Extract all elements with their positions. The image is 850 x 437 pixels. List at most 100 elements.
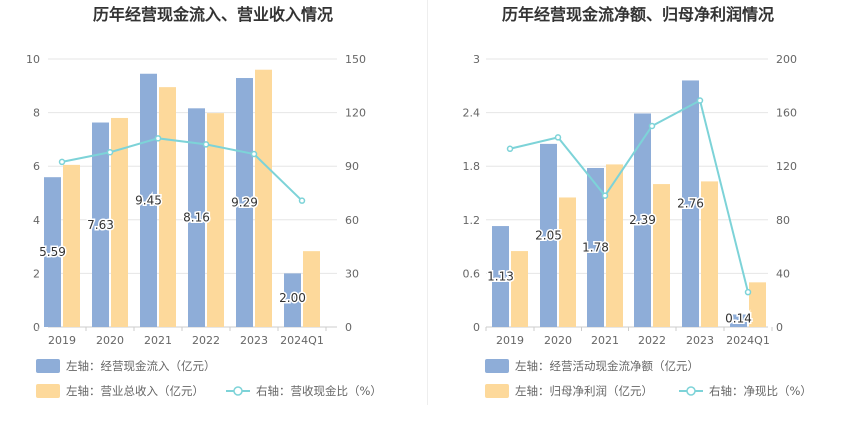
right-axis-tick-label: 0 xyxy=(776,321,783,334)
bar-series-1 xyxy=(284,273,301,327)
x-axis-category-label: 2023 xyxy=(686,334,714,347)
data-label: 5.59 xyxy=(39,245,66,259)
left-axis-tick-label: 8 xyxy=(33,107,40,120)
legend-bar-symbol xyxy=(36,384,60,398)
data-label: 8.16 xyxy=(183,211,210,225)
left-axis-tick-label: 10 xyxy=(26,53,40,66)
legend-label: 左轴：经营活动现金流净额（亿元） xyxy=(515,359,699,373)
bar-series-1 xyxy=(634,113,651,327)
line-point xyxy=(744,288,752,296)
x-axis-category-label: 2024Q1 xyxy=(280,334,324,347)
left-axis-tick-label: 0.6 xyxy=(463,267,481,280)
bar-series-1 xyxy=(236,78,253,327)
line-series-3 xyxy=(61,137,303,202)
bar-series-1 xyxy=(730,314,747,327)
data-label: 0.14 xyxy=(725,312,752,326)
line-point xyxy=(506,145,514,153)
bar-series-1 xyxy=(140,73,157,328)
bar-series-2 xyxy=(159,87,176,327)
bar-series-1 xyxy=(188,108,205,327)
x-axis-category-label: 2022 xyxy=(192,334,220,347)
legend-label: 右轴：净现比（%） xyxy=(709,384,812,398)
line-point xyxy=(648,122,656,130)
bar-series-1 xyxy=(492,226,509,327)
right-axis-tick-label: 160 xyxy=(776,107,797,120)
bar-series-2 xyxy=(63,164,80,327)
legend-label: 左轴：归母净利润（亿元） xyxy=(515,384,653,398)
line-point xyxy=(554,134,562,141)
x-axis-category-label: 2022 xyxy=(638,334,666,347)
right-axis-tick-label: 120 xyxy=(776,160,797,173)
data-label: 1.13 xyxy=(487,270,514,284)
line-point xyxy=(154,135,162,142)
right-axis-tick-label: 120 xyxy=(345,107,366,120)
line-point xyxy=(106,149,114,156)
right-axis-tick-label: 30 xyxy=(345,267,359,280)
bar-series-2 xyxy=(749,282,766,327)
x-axis-category-label: 2020 xyxy=(96,334,124,347)
data-label: 1.78 xyxy=(582,240,609,254)
right-axis-tick-label: 90 xyxy=(345,160,359,173)
x-axis-category-label: 2024Q1 xyxy=(726,334,770,347)
line-point xyxy=(202,141,210,148)
data-label: 2.39 xyxy=(629,213,656,227)
data-label: 2.00 xyxy=(279,291,306,305)
line-point xyxy=(58,158,66,166)
bar-series-1 xyxy=(587,167,604,327)
left-axis-tick-label: 1.8 xyxy=(463,160,481,173)
line-series-3 xyxy=(509,99,749,293)
x-axis-category-label: 2019 xyxy=(48,334,76,347)
legend-line-marker xyxy=(233,386,243,396)
left-axis-tick-label: 6 xyxy=(33,160,40,173)
bar-series-2 xyxy=(653,184,670,327)
x-axis-category-label: 2023 xyxy=(240,334,268,347)
bar-series-2 xyxy=(303,251,320,327)
legend-label: 左轴：营业总收入（亿元） xyxy=(66,384,204,398)
panel-divider xyxy=(427,0,428,405)
right-axis-tick-label: 150 xyxy=(345,53,366,66)
right-axis-tick-label: 40 xyxy=(776,267,790,280)
data-label: 2.76 xyxy=(677,197,704,211)
line-point xyxy=(250,150,258,158)
bar-series-1 xyxy=(44,177,61,327)
bar-series-2 xyxy=(111,117,128,328)
left-axis-tick-label: 0 xyxy=(33,321,40,334)
right-axis-tick-label: 60 xyxy=(345,214,359,227)
left-axis-tick-label: 0 xyxy=(473,321,480,334)
legend-label: 右轴：营收现金比（%） xyxy=(256,384,382,398)
bar-series-1 xyxy=(540,143,557,327)
left-axis-tick-label: 3 xyxy=(473,53,480,66)
x-axis-category-label: 2019 xyxy=(496,334,524,347)
bar-series-2 xyxy=(255,69,272,327)
right-axis-tick-label: 0 xyxy=(345,321,352,334)
chart-left-title: 历年经营现金流入、营业收入情况 xyxy=(93,5,333,24)
chart-left: 历年经营现金流入、营业收入情况 0 2 4 6 8 10 0 30 60 90 120 150 2019… xyxy=(26,5,382,398)
line-point xyxy=(696,97,704,104)
data-label: 7.63 xyxy=(87,218,114,232)
line-point xyxy=(298,197,306,204)
bar-series-1 xyxy=(92,122,109,328)
data-label: 9.29 xyxy=(231,196,258,210)
left-axis-tick-label: 4 xyxy=(33,214,40,227)
left-axis-tick-label: 2.4 xyxy=(463,107,481,120)
bar-series-2 xyxy=(701,181,718,327)
line-point xyxy=(601,192,609,199)
x-axis-category-label: 2020 xyxy=(544,334,572,347)
chart-right-title: 历年经营现金流净额、归母净利润情况 xyxy=(502,5,774,24)
bar-series-2 xyxy=(559,197,576,327)
right-axis-tick-label: 80 xyxy=(776,214,790,227)
bar-series-1 xyxy=(682,80,699,327)
legend-bar-symbol xyxy=(485,359,509,373)
legend-line-marker xyxy=(686,386,696,396)
bar-series-2 xyxy=(511,251,528,327)
data-label: 9.45 xyxy=(135,193,162,207)
legend-bar-symbol xyxy=(485,384,509,398)
chart-right: 历年经营现金流净额、归母净利润情况 0 0.6 1.2 1.8 2.4 3 0 40 80 120… xyxy=(463,5,812,398)
left-axis-tick-label: 1.2 xyxy=(463,214,481,227)
bar-series-2 xyxy=(207,113,224,327)
legend-label: 左轴：经营现金流入（亿元） xyxy=(66,359,216,373)
legend-bar-symbol xyxy=(36,359,60,373)
left-axis-tick-label: 2 xyxy=(33,267,40,280)
x-axis-category-label: 2021 xyxy=(591,334,619,347)
x-axis-category-label: 2021 xyxy=(144,334,172,347)
